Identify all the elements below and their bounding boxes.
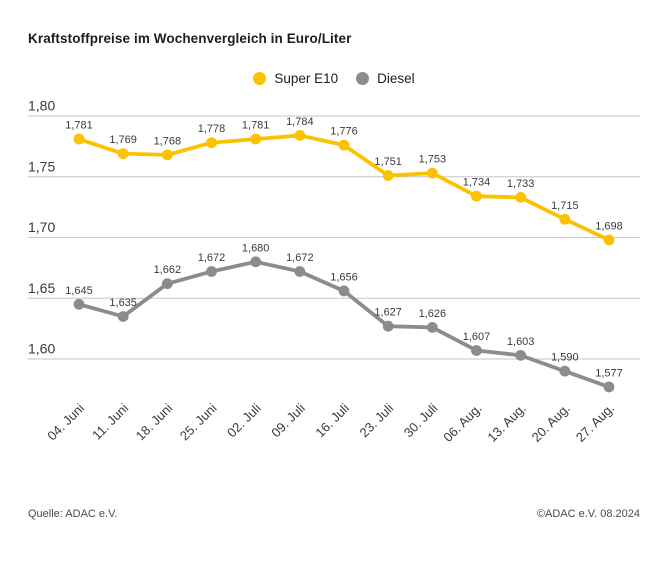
x-tick-label: 20. Aug. — [529, 401, 573, 445]
legend-dot-icon — [356, 72, 370, 85]
data-point-label: 1,672 — [286, 252, 314, 264]
data-point — [426, 167, 438, 179]
data-point-label: 1,590 — [551, 352, 579, 364]
data-point-label: 1,672 — [198, 252, 226, 264]
data-point — [294, 266, 306, 277]
data-point-label: 1,769 — [109, 134, 137, 146]
data-point — [338, 285, 350, 297]
x-tick-label: 16. Juli — [312, 400, 352, 440]
x-tick-label: 04. Juni — [44, 400, 87, 443]
data-point-label: 1,776 — [330, 126, 358, 138]
data-point-label: 1,577 — [595, 367, 623, 379]
x-tick-label: 25. Juni — [177, 400, 220, 443]
data-point-label: 1,784 — [286, 116, 314, 128]
y-tick-label: 1,70 — [28, 219, 55, 235]
data-point — [117, 311, 129, 322]
x-tick-label: 09. Juli — [268, 400, 308, 440]
data-point-label: 1,607 — [463, 331, 491, 343]
chart-title: Kraftstoffpreise im Wochenvergleich in E… — [28, 31, 352, 46]
data-point — [471, 190, 482, 202]
x-tick-label: 13. Aug. — [484, 401, 528, 445]
x-tick-label: 27. Aug. — [573, 401, 617, 445]
footer: Quelle: ADAC e.V. ©ADAC e.V. 08.2024 — [28, 508, 640, 520]
data-point — [559, 365, 571, 377]
x-tick-label: 02. Juli — [224, 400, 264, 440]
data-point-label: 1,734 — [463, 177, 491, 189]
data-point-label: 1,753 — [419, 154, 447, 166]
data-point-label: 1,603 — [507, 336, 535, 348]
data-point-label: 1,733 — [507, 178, 535, 190]
data-point-label: 1,768 — [154, 135, 182, 147]
x-tick-label: 11. Juni — [89, 400, 131, 442]
y-tick-label: 1,65 — [28, 280, 55, 296]
data-point-label: 1,645 — [65, 285, 93, 297]
data-point — [382, 320, 394, 332]
data-point — [559, 213, 571, 225]
data-point-label: 1,781 — [65, 120, 93, 132]
data-point-label: 1,781 — [242, 120, 270, 132]
data-point — [515, 192, 527, 203]
source-note: Quelle: ADAC e.V. — [28, 508, 118, 520]
data-point — [338, 139, 350, 151]
data-point — [603, 381, 615, 393]
x-tick-label: 30. Juli — [401, 400, 441, 440]
data-point-label: 1,626 — [419, 308, 447, 320]
y-tick-label: 1,80 — [28, 100, 55, 114]
legend: Super E10 Diesel — [0, 71, 668, 86]
legend-label: Diesel — [377, 71, 415, 86]
data-point-label: 1,656 — [330, 271, 358, 283]
data-point-label: 1,698 — [595, 220, 623, 232]
copyright-note: ©ADAC e.V. 08.2024 — [536, 508, 640, 520]
legend-label: Super E10 — [274, 71, 339, 86]
data-point — [603, 234, 615, 246]
data-point — [73, 133, 85, 145]
data-point — [382, 170, 394, 181]
x-tick-label: 23. Juli — [357, 400, 397, 440]
fuel-price-line-chart: 1,80 1,75 1,70 1,65 1,60 04. Juni 11. Juni 18. … — [28, 100, 640, 445]
data-point — [250, 256, 262, 268]
x-tick-label: 06. Aug. — [440, 401, 484, 445]
legend-dot-icon — [253, 72, 267, 85]
data-point-label: 1,680 — [242, 242, 270, 254]
y-tick-label: 1,75 — [28, 158, 55, 174]
data-point — [471, 345, 482, 356]
data-point — [206, 137, 217, 149]
legend-item-diesel: Diesel — [356, 71, 415, 86]
data-point — [117, 148, 129, 160]
data-point — [294, 130, 306, 141]
x-tick-label: 18. Juni — [133, 400, 176, 443]
data-point — [250, 133, 262, 145]
data-point — [206, 266, 217, 277]
data-point-label: 1,635 — [109, 297, 137, 309]
data-point-label: 1,627 — [374, 307, 402, 319]
data-point-label: 1,715 — [551, 200, 579, 212]
data-point — [161, 149, 173, 161]
y-tick-label: 1,60 — [28, 341, 55, 357]
data-point-label: 1,662 — [154, 264, 182, 276]
data-point — [426, 322, 438, 333]
data-point-label: 1,751 — [374, 156, 402, 168]
data-point-label: 1,778 — [198, 123, 226, 135]
data-point — [161, 278, 173, 290]
data-point — [515, 349, 527, 361]
data-point — [73, 298, 85, 310]
legend-item-super-e10: Super E10 — [253, 71, 338, 86]
